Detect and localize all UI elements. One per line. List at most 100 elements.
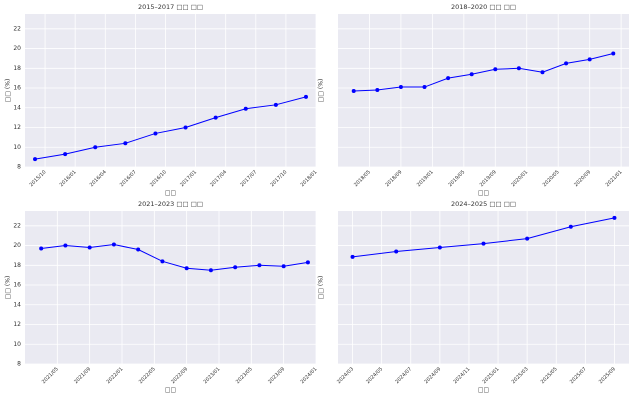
x-tick-label: 2019/05 bbox=[447, 169, 466, 188]
data-point bbox=[540, 70, 545, 75]
data-point bbox=[587, 57, 592, 62]
subplot-title: 2024–2025 □□ □□ bbox=[451, 200, 516, 208]
data-point bbox=[525, 236, 530, 241]
y-tick-label: 10 bbox=[13, 144, 21, 151]
x-tick-label: 2024/03 bbox=[336, 366, 355, 385]
data-point bbox=[422, 85, 427, 90]
plot-area bbox=[25, 14, 316, 167]
x-tick-label: 2021/01 bbox=[605, 169, 624, 188]
series-line bbox=[34, 96, 307, 160]
x-tick-label: 2024/05 bbox=[365, 366, 384, 385]
x-tick-label: 2016/01 bbox=[59, 169, 78, 188]
data-point bbox=[153, 131, 158, 136]
x-tick-label: 2020/09 bbox=[573, 169, 592, 188]
x-tick-label: 2024/11 bbox=[452, 366, 471, 385]
x-tick-label: 2019/09 bbox=[479, 169, 498, 188]
data-point bbox=[233, 265, 238, 270]
y-tick-label: 8 bbox=[17, 164, 21, 171]
x-tick-label: 2022/05 bbox=[138, 366, 157, 385]
x-tick-label: 2023/01 bbox=[203, 366, 222, 385]
data-point bbox=[350, 254, 355, 259]
series-line bbox=[353, 52, 614, 92]
y-tick-label: 14 bbox=[13, 301, 21, 308]
subplot-title: 2018–2020 □□ □□ bbox=[451, 3, 516, 11]
data-point bbox=[437, 245, 442, 250]
y-tick-label: 12 bbox=[13, 124, 21, 131]
y-tick-label: 20 bbox=[13, 242, 21, 249]
data-point bbox=[136, 247, 141, 252]
x-tick-label: 2024/01 bbox=[300, 366, 319, 385]
y-tick-label: 18 bbox=[13, 262, 21, 269]
data-point bbox=[398, 85, 403, 90]
y-axis-label: □□ (%) bbox=[5, 79, 12, 103]
data-point bbox=[213, 115, 218, 120]
data-point bbox=[351, 88, 356, 93]
x-tick-label: 2017/07 bbox=[239, 169, 258, 188]
data-point bbox=[611, 51, 616, 56]
x-tick-label: 2025/09 bbox=[598, 366, 617, 385]
data-point bbox=[243, 106, 248, 111]
x-tick-label: 2023/05 bbox=[235, 366, 254, 385]
x-axis-label: □□ bbox=[478, 387, 489, 394]
data-point bbox=[568, 224, 573, 229]
data-point bbox=[257, 263, 262, 268]
y-axis-label: □□ (%) bbox=[318, 276, 325, 300]
x-tick-label: 2024/07 bbox=[394, 366, 413, 385]
data-point bbox=[446, 76, 451, 81]
subplot-title: 2021–2023 □□ □□ bbox=[138, 200, 203, 208]
data-point bbox=[63, 152, 68, 157]
data-point bbox=[493, 67, 498, 72]
y-tick-label: 16 bbox=[13, 85, 21, 92]
data-point bbox=[281, 264, 286, 269]
data-point bbox=[303, 94, 308, 99]
data-point bbox=[612, 215, 617, 220]
x-tick-label: 2015/10 bbox=[29, 169, 48, 188]
x-tick-label: 2024/09 bbox=[423, 366, 442, 385]
y-axis-label: □□ (%) bbox=[5, 276, 12, 300]
data-point bbox=[481, 241, 486, 246]
subplot-title: 2015–2017 □□ □□ bbox=[138, 3, 203, 11]
x-axis-label: □□ bbox=[165, 190, 176, 197]
x-tick-label: 2017/04 bbox=[209, 169, 228, 188]
data-point bbox=[394, 249, 399, 254]
x-tick-label: 2016/04 bbox=[89, 169, 108, 188]
series-line bbox=[41, 244, 308, 271]
plot-area bbox=[338, 211, 629, 364]
y-tick-label: 10 bbox=[13, 341, 21, 348]
data-point bbox=[33, 157, 38, 162]
data-point bbox=[160, 259, 165, 264]
x-tick-label: 2021/05 bbox=[41, 366, 60, 385]
data-point bbox=[87, 245, 92, 250]
x-tick-label: 2017/10 bbox=[269, 169, 288, 188]
x-tick-label: 2018/01 bbox=[300, 169, 319, 188]
x-tick-label: 2016/10 bbox=[149, 169, 168, 188]
data-point bbox=[273, 102, 278, 107]
data-point bbox=[305, 260, 310, 265]
data-point bbox=[39, 246, 44, 251]
data-point bbox=[469, 72, 474, 77]
x-tick-label: 2017/01 bbox=[179, 169, 198, 188]
x-tick-label: 2023/09 bbox=[267, 366, 286, 385]
data-point bbox=[93, 145, 98, 150]
x-tick-label: 2022/01 bbox=[106, 366, 125, 385]
data-point bbox=[111, 242, 116, 247]
x-tick-label: 2022/09 bbox=[170, 366, 189, 385]
y-tick-label: 22 bbox=[13, 25, 21, 32]
y-tick-label: 12 bbox=[13, 321, 21, 328]
x-tick-label: 2025/03 bbox=[511, 366, 530, 385]
x-tick-label: 2018/09 bbox=[384, 169, 403, 188]
x-tick-label: 2016/07 bbox=[119, 169, 138, 188]
x-axis-label: □□ bbox=[478, 190, 489, 197]
data-point bbox=[63, 243, 68, 248]
data-point bbox=[208, 268, 213, 273]
x-tick-label: 2019/01 bbox=[416, 169, 435, 188]
data-point bbox=[183, 125, 188, 130]
x-tick-label: 2020/01 bbox=[510, 169, 529, 188]
y-axis-label: □□ (%) bbox=[318, 79, 325, 103]
plot-area bbox=[338, 14, 629, 167]
x-tick-label: 2025/05 bbox=[540, 366, 559, 385]
x-tick-label: 2018/05 bbox=[353, 169, 372, 188]
data-point bbox=[516, 66, 521, 71]
x-tick-label: 2021/09 bbox=[73, 366, 92, 385]
